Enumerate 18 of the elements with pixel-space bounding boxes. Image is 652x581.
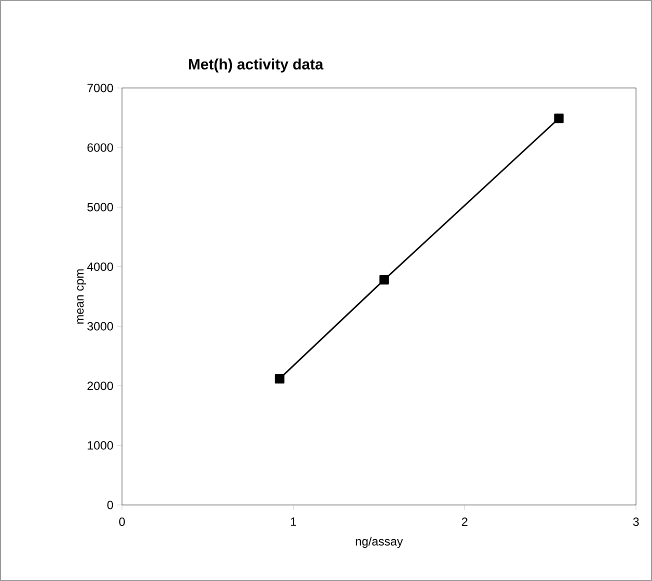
y-tick-label: 0 bbox=[107, 500, 114, 510]
y-tick-label: 6000 bbox=[88, 143, 114, 152]
y-tick-label: 5000 bbox=[87, 202, 114, 212]
y-tick-label: 3000 bbox=[87, 322, 114, 330]
point bbox=[274, 374, 284, 384]
x-tick-label: 1 bbox=[290, 518, 296, 526]
point bbox=[554, 114, 564, 124]
x-axis-title: ng/assay bbox=[356, 536, 403, 548]
x-tick-label: 2 bbox=[462, 518, 468, 526]
chart-title: Met(h) activity data bbox=[188, 58, 324, 72]
y-axis-title: mean cpm bbox=[77, 269, 86, 324]
y-tick-label: 1000 bbox=[88, 441, 114, 450]
y-tick-label: 7000 bbox=[88, 84, 114, 92]
y-tick-label: 2000 bbox=[87, 382, 114, 390]
point bbox=[379, 275, 389, 285]
y-tick-label: 4000 bbox=[87, 262, 114, 271]
x-tick-label: 3 bbox=[633, 518, 639, 526]
x-tick-label: 0 bbox=[119, 518, 125, 526]
